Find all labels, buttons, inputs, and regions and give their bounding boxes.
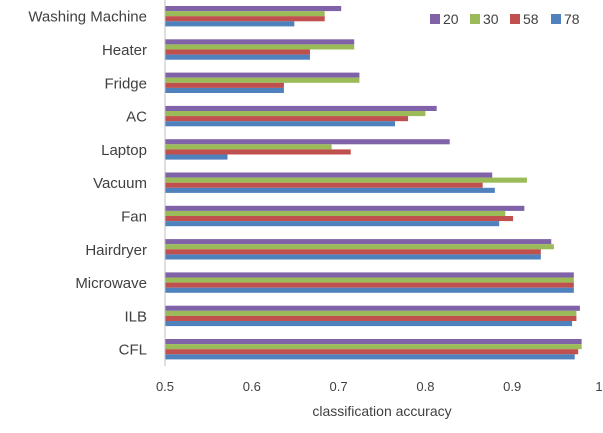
category-label: Laptop	[101, 142, 147, 159]
legend-label-30: 30	[483, 11, 499, 27]
x-tick-label: 0.9	[503, 379, 521, 394]
legend-swatch-30	[470, 14, 480, 24]
legend: 20 30 58 78	[430, 11, 580, 27]
bar-ilb-58	[165, 315, 577, 321]
bar-washing-machine-78	[165, 21, 295, 27]
category-label: Microwave	[75, 275, 147, 292]
bar-fan-20	[165, 205, 525, 211]
bar-ilb-78	[165, 321, 573, 327]
category-label: Hairdryer	[85, 242, 147, 259]
bar-fridge-30	[165, 77, 360, 83]
bar-hairdryer-20	[165, 239, 552, 245]
bar-vacuum-58	[165, 182, 483, 188]
category-label: CFL	[119, 342, 147, 359]
x-tick-label: 1	[595, 379, 602, 394]
bar-hairdryer-78	[165, 254, 541, 260]
category-label: AC	[126, 109, 147, 126]
bar-microwave-20	[165, 272, 574, 278]
legend-swatch-20	[430, 14, 440, 24]
x-tick-label: 0.6	[243, 379, 261, 394]
x-tick-label: 0.5	[156, 379, 174, 394]
bar-ac-20	[165, 105, 437, 111]
bar-fridge-58	[165, 82, 284, 88]
legend-label-20: 20	[443, 11, 459, 27]
category-label: Fridge	[104, 75, 147, 92]
category-label: Heater	[102, 42, 147, 59]
bar-microwave-30	[165, 277, 574, 283]
x-axis-title: classification accuracy	[312, 403, 451, 419]
bar-heater-78	[165, 54, 310, 60]
bar-fridge-78	[165, 87, 284, 93]
bar-heater-30	[165, 44, 355, 50]
bar-fridge-20	[165, 72, 360, 78]
bars-group	[165, 6, 582, 360]
bar-heater-58	[165, 49, 310, 55]
x-tick-label: 0.7	[330, 379, 348, 394]
bar-washing-machine-20	[165, 6, 342, 12]
bar-cfl-20	[165, 339, 582, 345]
bar-ac-30	[165, 111, 426, 117]
bar-fan-58	[165, 216, 514, 222]
bar-washing-machine-58	[165, 16, 325, 22]
category-label: Vacuum	[93, 175, 147, 192]
x-tick-label: 0.8	[416, 379, 434, 394]
x-tick-labels: 0.5 0.6 0.7 0.8 0.9 1	[156, 379, 603, 394]
bar-hairdryer-58	[165, 249, 541, 255]
category-label: Washing Machine	[28, 9, 147, 26]
bar-heater-20	[165, 39, 355, 45]
bar-laptop-58	[165, 149, 351, 155]
bar-vacuum-20	[165, 172, 493, 178]
bar-ilb-20	[165, 305, 580, 311]
bar-ilb-30	[165, 310, 577, 316]
category-label: Fan	[121, 208, 147, 225]
bar-fan-78	[165, 221, 500, 227]
legend-swatch-78	[551, 14, 561, 24]
bar-cfl-58	[165, 349, 579, 355]
legend-swatch-58	[510, 14, 520, 24]
bar-microwave-78	[165, 287, 574, 293]
bar-vacuum-30	[165, 177, 527, 183]
legend-label-58: 58	[523, 11, 539, 27]
bar-laptop-20	[165, 139, 450, 145]
legend-label-78: 78	[564, 11, 580, 27]
bar-fan-30	[165, 210, 506, 216]
bar-ac-78	[165, 121, 396, 127]
bar-cfl-30	[165, 344, 582, 350]
bar-hairdryer-30	[165, 244, 554, 250]
bar-cfl-78	[165, 354, 575, 360]
bar-ac-58	[165, 116, 409, 122]
bar-microwave-58	[165, 282, 574, 288]
bar-laptop-78	[165, 154, 228, 160]
category-label: ILB	[124, 308, 147, 325]
bar-vacuum-78	[165, 187, 495, 193]
bar-laptop-30	[165, 144, 332, 150]
category-labels: Washing Machine Heater Fridge AC Laptop Vacuu…	[28, 9, 147, 359]
bar-washing-machine-30	[165, 11, 325, 17]
